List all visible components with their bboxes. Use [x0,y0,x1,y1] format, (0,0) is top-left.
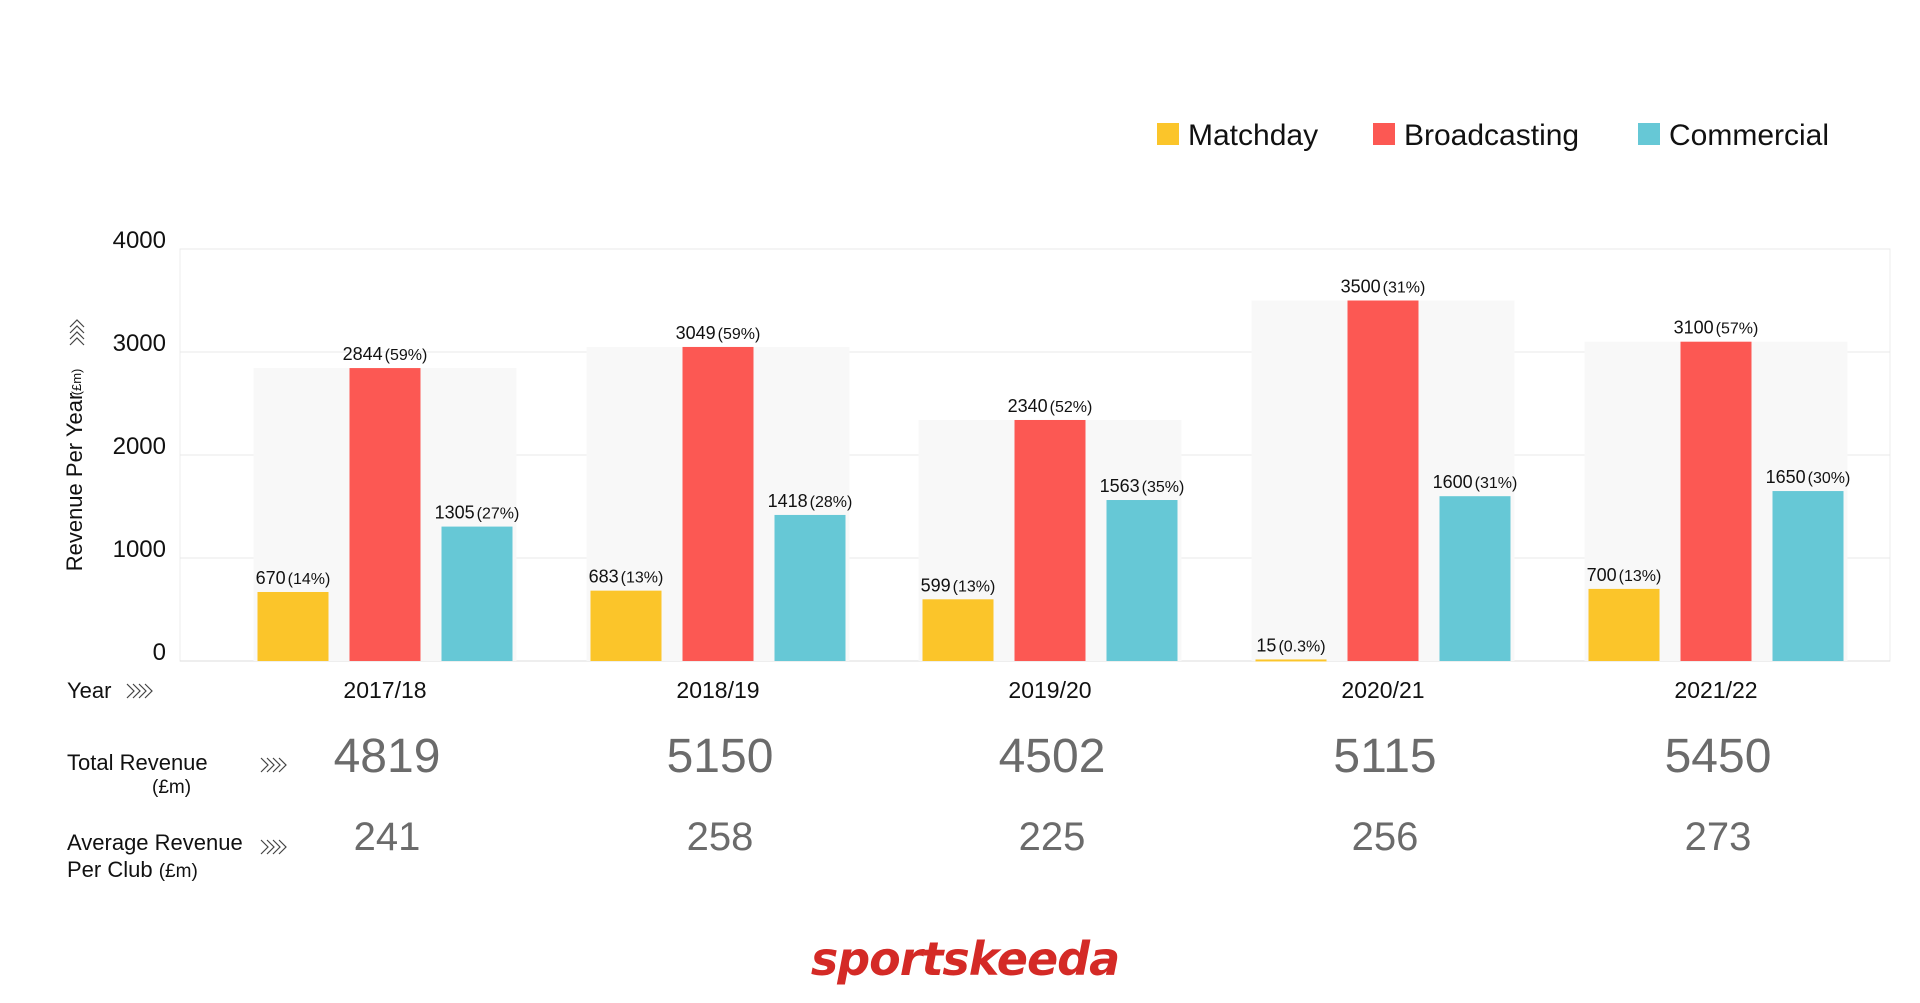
data-label: 1650 (30%) [1766,467,1851,487]
bar-matchday [257,591,329,661]
y-axis: 0 1000 2000 3000 4000 Revenue Per Year(£m) [62,227,166,666]
bar-commercial [1106,500,1178,661]
data-label: 1418 (28%) [768,491,853,511]
data-label: 3100 (57%) [1674,318,1759,338]
x-category-label: 2020/21 [1341,677,1424,703]
chart-legend: Matchday Broadcasting Commercial [1157,119,1829,152]
data-label: 683 (13%) [589,567,664,587]
avg-row-chevron-icon [260,839,287,855]
bar-broadcasting [1347,300,1419,661]
total-revenue-value: 5115 [1333,730,1436,783]
y-tick-label: 4000 [113,227,166,254]
y-axis-unit: (£m) [69,369,84,396]
x-category-label: 2019/20 [1008,677,1091,703]
bar-group-2017-18: 670 (14%) 2844 (59%) 1305 (27%) 2017/18 [253,344,520,703]
x-category-label: 2021/22 [1674,677,1757,703]
total-revenue-label: Total Revenue [67,750,208,775]
bar-matchday [922,599,994,661]
total-revenue-value: 4502 [999,730,1106,783]
data-label: 3049 (59%) [676,323,761,343]
legend-label-matchday: Matchday [1188,119,1318,152]
summary-rows: Year Total Revenue(£m) Average RevenuePer … [67,678,1771,882]
year-row-label: Year [67,678,111,703]
bar-group-2021-22: 700 (13%) 3100 (57%) 1650 (30%) 2021/22 [1584,318,1851,703]
data-label: 599 (13%) [921,575,996,595]
data-label: 1563 (35%) [1100,476,1185,496]
data-label: 700 (13%) [1587,565,1662,585]
total-revenue-value: 5150 [667,730,774,783]
legend-item-commercial: Commercial [1638,119,1829,152]
total-revenue-unit: (£m) [152,777,191,798]
bar-matchday [1588,588,1660,661]
bar-broadcasting [682,346,754,661]
y-tick-label: 1000 [113,536,166,563]
data-label: 2844 (59%) [343,344,428,364]
bar-matchday [590,590,662,661]
avg-revenue-label: Average Revenue [67,830,243,855]
total-revenue-value: 4819 [334,730,441,783]
avg-revenue-value: 256 [1352,815,1419,859]
bar-broadcasting [1680,341,1752,661]
y-tick-label: 2000 [113,433,166,460]
bar-matchday [1255,659,1327,662]
sportskeeda-logo: sportskeeda [811,932,1119,986]
bar-broadcasting [1014,419,1086,661]
total-row-chevron-icon [260,757,287,773]
legend-item-matchday: Matchday [1157,119,1318,152]
bar-groups: 670 (14%) 2844 (59%) 1305 (27%) 2017/18 683 (13%… [253,277,1851,703]
legend-swatch-broadcasting [1373,123,1395,145]
year-row-chevron-icon [126,683,153,699]
bar-commercial [441,526,513,661]
data-label: 2340 (52%) [1008,396,1093,416]
legend-item-broadcasting: Broadcasting [1373,119,1579,152]
total-revenue-value: 5450 [1665,730,1772,783]
data-label: 1600 (31%) [1433,472,1518,492]
y-axis-label: Revenue Per Year [62,393,87,572]
data-label: 3500 (31%) [1341,277,1426,297]
x-category-label: 2017/18 [343,677,426,703]
legend-swatch-matchday [1157,123,1179,145]
bar-broadcasting [349,368,421,661]
bar-commercial [1439,496,1511,661]
bar-commercial [1772,491,1844,661]
bar-commercial [774,514,846,661]
legend-swatch-commercial [1638,123,1660,145]
avg-revenue-value: 241 [354,815,421,859]
data-label: 1305 (27%) [435,503,520,523]
avg-revenue-label-line2: Per Club (£m) [67,857,198,882]
legend-label-commercial: Commercial [1669,119,1829,152]
x-category-label: 2018/19 [676,677,759,703]
avg-revenue-value: 258 [687,815,754,859]
y-tick-label: 0 [153,639,166,666]
avg-revenue-value: 225 [1019,815,1086,859]
legend-label-broadcasting: Broadcasting [1404,119,1579,152]
y-axis-chevron-icon [69,319,85,346]
y-tick-label: 3000 [113,330,166,357]
bar-group-2020-21: 15 (0.3%) 3500 (31%) 1600 (31%) 2020/21 [1251,277,1518,703]
avg-revenue-value: 273 [1685,815,1752,859]
data-label: 670 (14%) [256,568,331,588]
data-label: 15 (0.3%) [1256,635,1325,655]
bar-group-2018-19: 683 (13%) 3049 (59%) 1418 (28%) 2018/19 [586,323,853,703]
bar-group-2019-20: 599 (13%) 2340 (52%) 1563 (35%) 2019/20 [918,396,1185,703]
